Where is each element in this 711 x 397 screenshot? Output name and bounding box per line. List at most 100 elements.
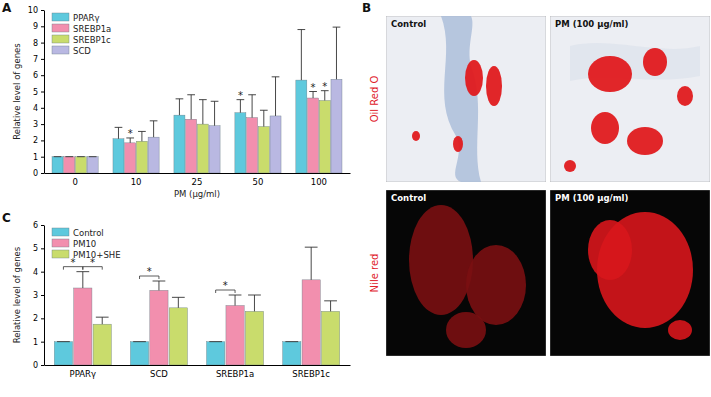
tick-label: 5 — [33, 88, 38, 97]
bar — [308, 98, 319, 173]
tick-label: 0 — [72, 177, 77, 187]
tick: 100 — [311, 177, 327, 187]
tick: 10 — [131, 177, 142, 187]
panel: ****0123456PPARγSCDSREBP1aSREBP1cRelativ… — [12, 221, 351, 379]
axis-line — [45, 365, 351, 366]
tick: 7 — [33, 55, 44, 64]
plot-area — [54, 247, 339, 365]
legend-item: PM10+SHE — [52, 250, 121, 260]
tick-label: 1 — [33, 338, 38, 347]
tick: 3 — [33, 120, 44, 129]
tick: 0 — [33, 169, 44, 178]
error-bar — [297, 30, 305, 81]
legend-item: SREBP1c — [52, 35, 111, 45]
tick-label: 10 — [131, 177, 142, 187]
tick-mark — [41, 272, 44, 273]
axis-line — [45, 173, 351, 174]
bar — [186, 119, 197, 173]
error-bar — [89, 156, 97, 157]
tick-label: 10 — [28, 6, 38, 15]
tick-mark — [41, 225, 44, 226]
bar — [258, 127, 269, 173]
error-bar — [138, 131, 146, 141]
tick: 2 — [33, 314, 44, 323]
tick: 5 — [33, 244, 44, 253]
tick-label: 4 — [33, 268, 38, 277]
y-axis-title: Relative level of genes — [12, 43, 22, 140]
plot-area — [52, 27, 342, 173]
tick-label: SREBP1a — [216, 369, 254, 379]
bar — [226, 306, 244, 366]
error-bar — [321, 91, 329, 101]
tick-label: 5 — [33, 244, 38, 253]
stain-spot — [588, 56, 632, 92]
bar — [331, 79, 342, 173]
annotation: * — [128, 128, 133, 139]
panel-label: B — [362, 1, 371, 15]
error-bar — [187, 95, 195, 119]
tick: 2 — [33, 136, 44, 145]
y-axis: 012345678910 — [28, 6, 45, 178]
error-bar — [54, 156, 62, 157]
image-background — [386, 190, 546, 356]
panel-label: C — [2, 211, 11, 225]
tick: 9 — [33, 22, 44, 31]
annotation: * — [311, 82, 316, 93]
bar — [207, 342, 225, 365]
image-label: Control — [391, 19, 426, 29]
legend-item: PPARγ — [52, 13, 99, 23]
tick-mark — [41, 43, 44, 44]
stain-spot — [409, 205, 473, 315]
image-label: Control — [391, 193, 426, 203]
stain-spot — [591, 112, 619, 144]
tick: 0 — [72, 177, 77, 187]
tick-label: 0 — [33, 361, 38, 370]
annotation: * — [238, 90, 243, 101]
tick: 6 — [33, 221, 44, 230]
bar — [209, 126, 220, 173]
tick: 8 — [33, 39, 44, 48]
micrograph: Control — [386, 16, 546, 182]
bar — [321, 311, 339, 365]
error-bar — [305, 247, 318, 280]
bar — [245, 311, 263, 365]
tick-label: 2 — [33, 136, 38, 145]
error-bar — [229, 295, 242, 306]
stain-spot — [446, 312, 486, 348]
bar — [235, 113, 246, 173]
stain-spot — [453, 136, 463, 152]
legend-swatch — [52, 24, 69, 32]
series — [75, 91, 330, 173]
tick-label: 9 — [33, 22, 38, 31]
tick-label: SCD — [150, 369, 168, 379]
tick-mark — [41, 295, 44, 296]
bar — [75, 157, 86, 173]
error-bar — [96, 317, 109, 324]
annotation: * — [147, 266, 152, 277]
tick: 1 — [33, 338, 44, 347]
error-bar — [333, 27, 341, 79]
legend-label: PM10 — [73, 239, 96, 249]
error-bar — [153, 281, 166, 290]
tick: SCD — [150, 369, 168, 379]
tick-mark — [41, 157, 44, 158]
error-bar — [57, 341, 70, 342]
stain-spot — [668, 320, 692, 340]
tick-mark — [41, 59, 44, 60]
bar — [87, 157, 98, 173]
tick-mark — [41, 173, 44, 174]
tick-label: 0 — [33, 169, 38, 178]
tick: SREBP1a — [216, 369, 254, 379]
legend-label: PPARγ — [73, 13, 99, 23]
tick-mark — [41, 10, 44, 11]
legend-item: SCD — [52, 46, 91, 56]
bar — [113, 139, 124, 173]
figure: ****0123456789100102550100PM (μg/ml)Rela… — [0, 0, 711, 397]
legend-item: Control — [52, 228, 104, 238]
tick-label: 50 — [253, 177, 264, 187]
series — [64, 92, 319, 174]
tick-label: 6 — [33, 71, 38, 80]
tick: 4 — [33, 268, 44, 277]
legend-item: SREBP1a — [52, 24, 111, 34]
legend-swatch — [52, 35, 69, 43]
